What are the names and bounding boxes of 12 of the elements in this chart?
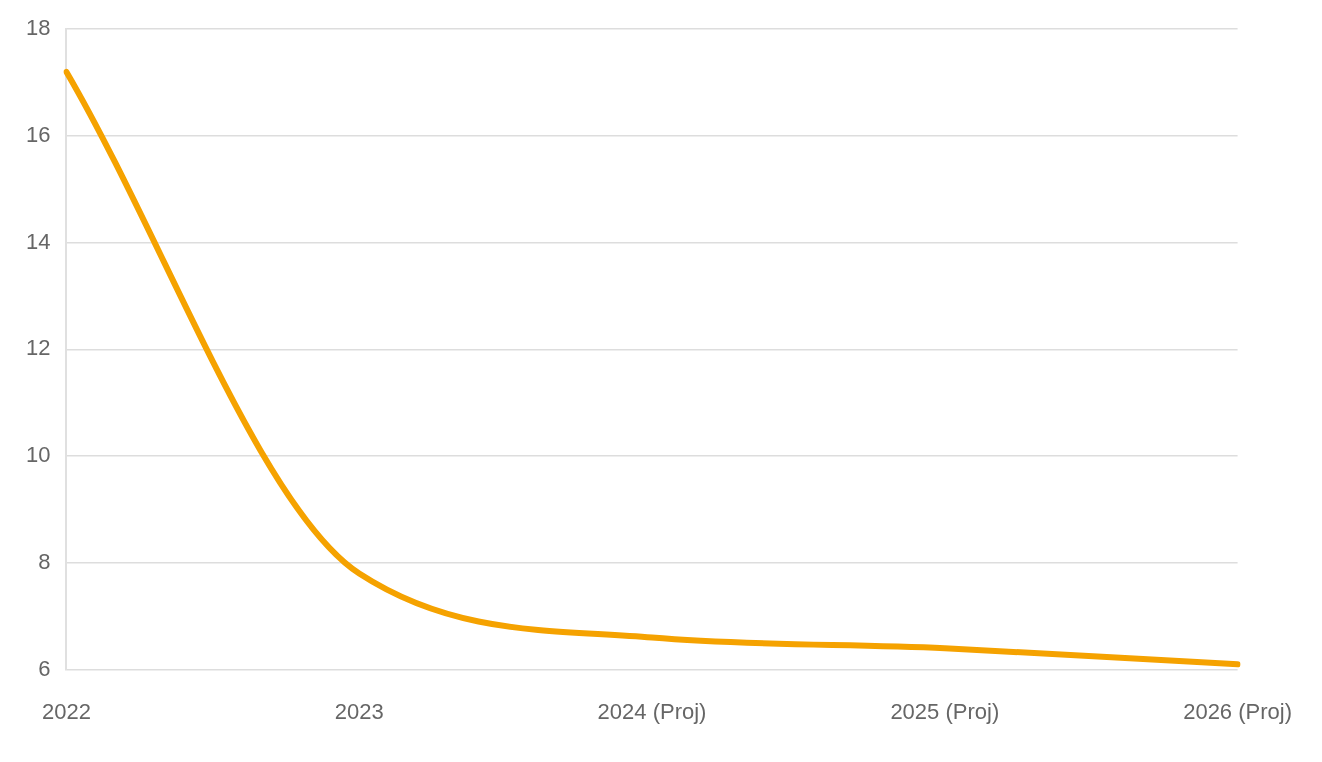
x-tick-label: 2023 <box>334 698 384 724</box>
y-tick-label: 14 <box>25 228 51 254</box>
x-tick-label: 2025 (Proj) <box>890 698 1000 724</box>
x-tick-label: 2024 (Proj) <box>597 698 707 724</box>
y-tick-label: 8 <box>38 548 51 574</box>
y-tick-label: 6 <box>38 655 51 681</box>
y-tick-label: 12 <box>25 335 51 361</box>
x-tick-label: 2026 (Proj) <box>1183 698 1293 724</box>
y-tick-label: 18 <box>25 15 51 41</box>
y-tick-label: 16 <box>25 122 51 147</box>
y-tick-label: 10 <box>25 442 51 468</box>
x-tick-label: 2022 <box>41 698 91 724</box>
